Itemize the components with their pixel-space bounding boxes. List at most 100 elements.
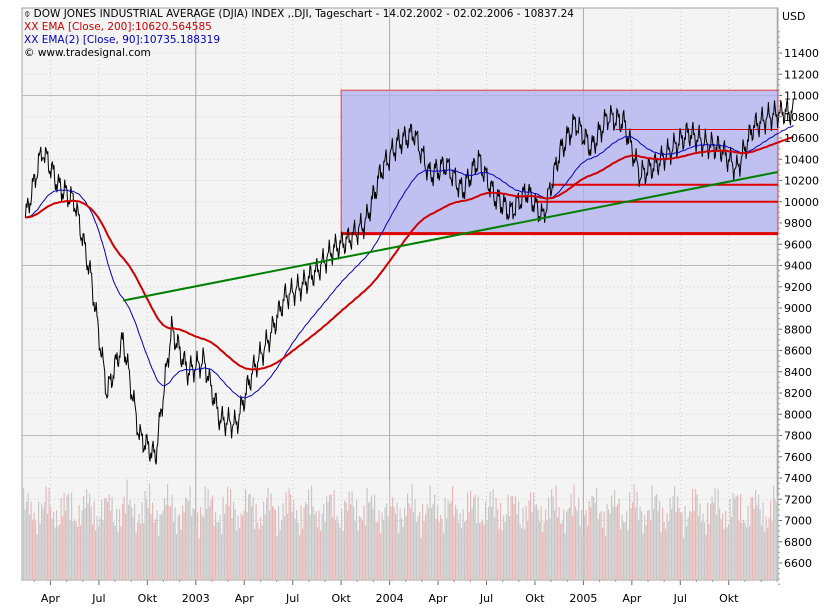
volume-bar — [278, 505, 280, 580]
volume-bar — [576, 510, 578, 580]
volume-bar — [351, 491, 353, 580]
volume-bar — [459, 513, 461, 580]
volume-bar — [695, 489, 697, 580]
volume-bar — [140, 523, 142, 580]
volume-bar — [263, 501, 265, 580]
volume-bar — [689, 510, 691, 580]
volume-bar — [326, 496, 328, 580]
volume-bar — [683, 537, 685, 580]
x-tick-label: Apr — [235, 592, 255, 605]
volume-bar — [752, 497, 754, 580]
volume-bar — [662, 507, 664, 580]
legend: ⌽ DOW JONES INDUSTRIAL AVERAGE (DJIA) IN… — [24, 8, 574, 60]
volume-bar — [467, 492, 469, 580]
volume-bar — [222, 496, 224, 580]
x-tick-label: Jul — [479, 592, 493, 605]
volume-bar — [54, 527, 56, 580]
volume-bar — [468, 512, 470, 580]
volume-bar — [321, 513, 323, 580]
volume-bar — [602, 527, 604, 580]
volume-bar — [273, 508, 275, 580]
volume-bar — [224, 513, 226, 580]
volume-bar — [725, 510, 727, 580]
y-tick-label: 6600 — [784, 557, 812, 570]
volume-bar — [60, 497, 62, 580]
volume-bar — [270, 493, 272, 580]
volume-bar — [569, 507, 571, 580]
volume-bar — [126, 479, 128, 580]
volume-bar — [368, 502, 370, 580]
volume-bar — [386, 503, 388, 580]
volume-bar — [750, 497, 752, 580]
volume-bar — [77, 526, 79, 580]
y-tick-label: 9600 — [784, 238, 812, 251]
legend-marker-icon: XX — [24, 34, 39, 46]
volume-bar — [264, 514, 266, 580]
volume-bar — [255, 504, 257, 580]
x-tick-label: 2003 — [182, 592, 210, 605]
volume-bar — [279, 529, 281, 580]
volume-bar — [591, 495, 593, 580]
x-tick-label: Okt — [719, 592, 739, 605]
volume-bar — [267, 487, 269, 580]
volume-bar — [206, 508, 208, 580]
volume-bar — [720, 519, 722, 580]
y-tick-label: 10000 — [784, 196, 819, 209]
volume-bar — [38, 501, 40, 580]
volume-bar — [116, 508, 118, 580]
volume-bar — [213, 525, 215, 580]
volume-bar — [413, 512, 415, 580]
volume-bar — [84, 508, 86, 580]
volume-bar — [624, 522, 626, 580]
volume-bar — [443, 532, 445, 580]
volume-bar — [108, 494, 110, 580]
volume-bar — [102, 520, 104, 580]
volume-bar — [324, 521, 326, 580]
volume-bar — [389, 481, 391, 580]
volume-bar — [168, 505, 170, 580]
volume-bar — [167, 484, 169, 580]
volume-bar — [197, 512, 199, 580]
x-tick-label: 2005 — [569, 592, 597, 605]
volume-bar — [491, 507, 493, 580]
volume-bar — [210, 500, 212, 580]
volume-bar — [593, 496, 595, 580]
volume-bar — [44, 502, 46, 580]
volume-bar — [36, 534, 38, 580]
volume-bar — [668, 521, 670, 580]
volume-bar — [566, 511, 568, 580]
volume-bar — [294, 518, 296, 580]
volume-bar — [371, 495, 373, 580]
volume-bar — [630, 508, 632, 580]
volume-bar — [207, 489, 209, 580]
volume-bar — [107, 501, 109, 580]
volume-bar — [429, 485, 431, 580]
volume-bar — [188, 501, 190, 580]
volume-bar — [249, 493, 251, 580]
volume-bar — [735, 495, 737, 580]
volume-bar — [650, 519, 652, 580]
volume-bar — [29, 514, 31, 580]
volume-bar — [366, 488, 368, 580]
volume-bar — [26, 501, 28, 580]
volume-bar — [573, 484, 575, 580]
volume-bar — [488, 506, 490, 580]
volume-bar — [512, 496, 514, 580]
volume-bar — [543, 521, 545, 580]
volume-bar — [638, 520, 640, 580]
volume-bar — [194, 509, 196, 580]
volume-bar — [564, 533, 566, 580]
volume-bar — [401, 518, 403, 580]
volume-bar — [291, 512, 293, 580]
volume-bar — [609, 513, 611, 580]
volume-bar — [525, 505, 527, 580]
volume-bar — [498, 528, 500, 580]
volume-bar — [186, 499, 188, 580]
volume-bar — [777, 496, 779, 580]
volume-bar — [539, 521, 541, 580]
volume-bar — [354, 520, 356, 580]
volume-bar — [518, 501, 520, 580]
volume-bar — [209, 506, 211, 580]
volume-bar — [90, 506, 92, 580]
volume-bar — [513, 503, 515, 580]
